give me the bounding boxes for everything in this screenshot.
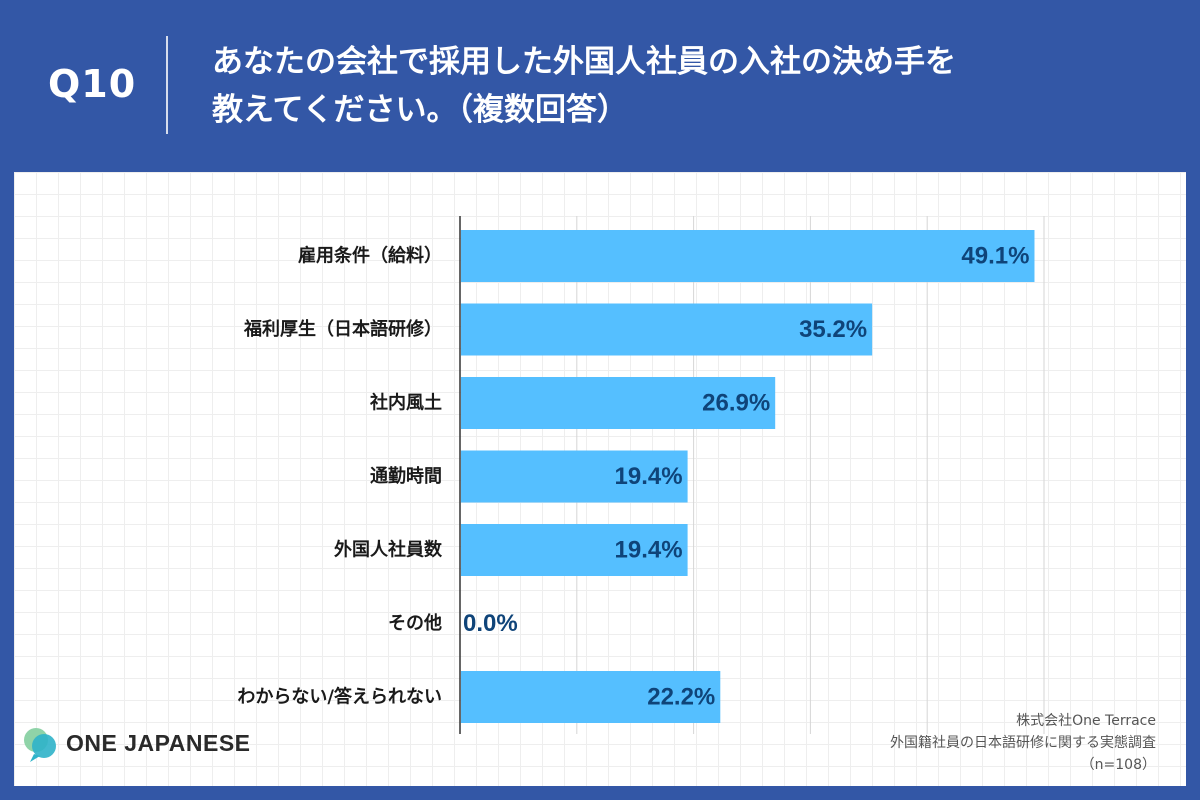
bar	[461, 377, 776, 429]
source-company: 株式会社One Terrace	[1016, 713, 1156, 729]
question-title: あなたの会社で採用した外国人社員の入社の決め手を 教えてください。（複数回答）	[212, 38, 1172, 134]
category-label: 外国人社員数	[334, 539, 443, 561]
logo-bubbles-icon	[24, 728, 56, 762]
value-label: 19.4%	[615, 537, 683, 564]
chart-panel: 雇用条件（給料） 49.1% 福利厚生（日本語研修） 35.2% 社内風土 26.9% 通勤…	[14, 172, 1186, 786]
value-label: 0.0%	[463, 610, 518, 637]
question-number: Q10	[48, 62, 137, 106]
category-label: 雇用条件（給料）	[298, 245, 442, 267]
source-survey: 外国籍社員の日本語研修に関する実態調査	[890, 735, 1156, 751]
value-label: 22.2%	[647, 684, 715, 711]
bar	[461, 671, 721, 723]
source-sample-size: （n=108）	[1080, 757, 1156, 773]
header: Q10 あなたの会社で採用した外国人社員の入社の決め手を 教えてください。（複数…	[0, 0, 1200, 172]
value-label: 19.4%	[615, 463, 683, 490]
source-note: 株式会社One Terrace 外国籍社員の日本語研修に関する実態調査 （n=1…	[890, 710, 1156, 776]
question-title-line2: 教えてください。（複数回答）	[212, 92, 629, 128]
category-label: 通勤時間	[370, 465, 442, 487]
value-label: 35.2%	[799, 316, 867, 343]
bar-chart: 雇用条件（給料） 49.1% 福利厚生（日本語研修） 35.2% 社内風土 26.9% 通勤…	[237, 216, 1045, 734]
category-label: わからない/答えられない	[237, 686, 442, 708]
bar	[461, 303, 873, 356]
question-title-line1: あなたの会社で採用した外国人社員の入社の決め手を	[212, 44, 956, 80]
bar	[461, 450, 688, 503]
value-label: 26.9%	[702, 390, 770, 417]
category-label: 福利厚生（日本語研修）	[243, 318, 442, 340]
category-label: その他	[388, 612, 442, 634]
brand-logo: ONE JAPANESE	[22, 724, 250, 764]
bar	[461, 524, 688, 576]
value-label: 49.1%	[961, 243, 1029, 270]
bar	[461, 230, 1035, 282]
category-label: 社内風土	[370, 392, 442, 414]
logo-text: ONE JAPANESE	[66, 730, 251, 756]
header-divider	[166, 36, 168, 134]
